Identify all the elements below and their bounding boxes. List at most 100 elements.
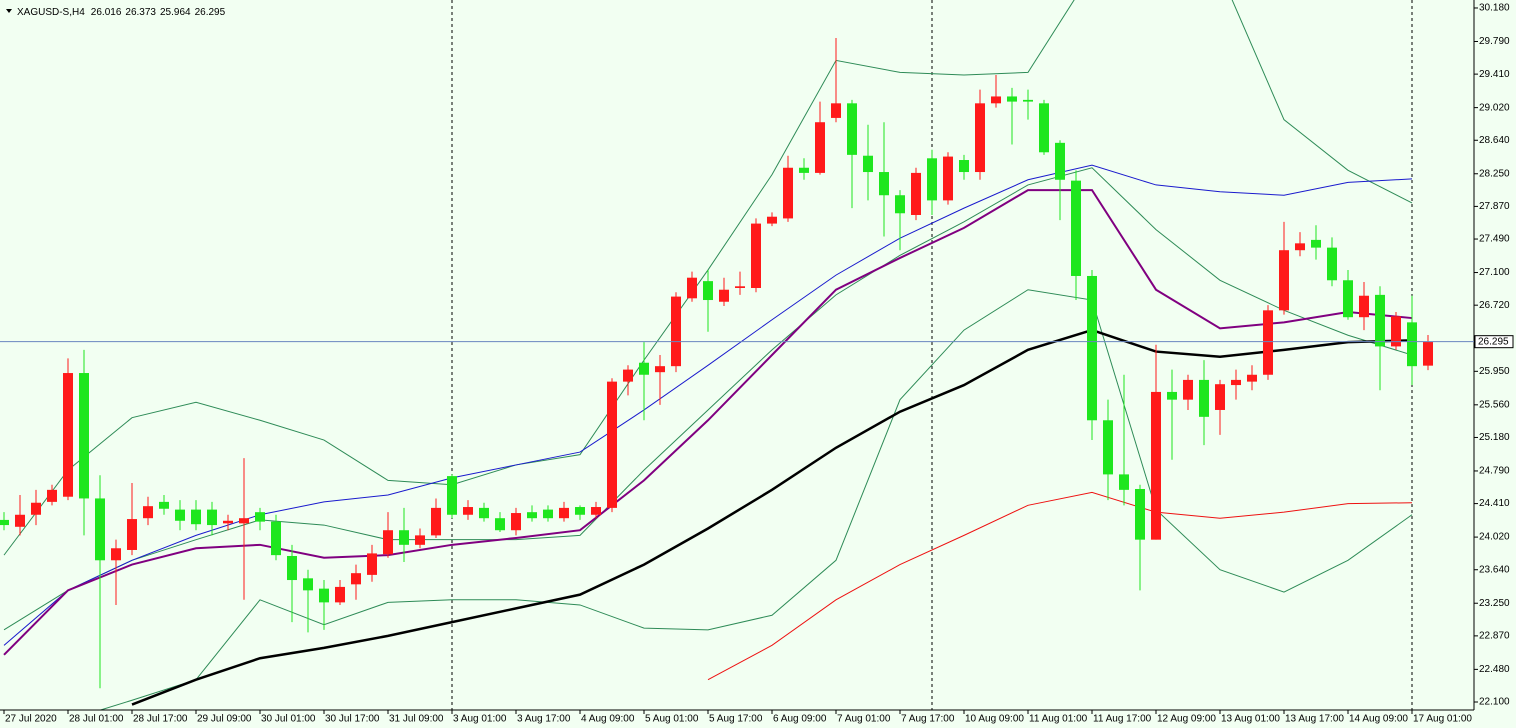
candle-body (287, 555, 297, 581)
candle-body (447, 476, 457, 515)
candle-body (831, 103, 841, 118)
y-tick-label: 27.870 (1479, 201, 1510, 212)
candle-body (991, 96, 1001, 104)
candle-body (303, 578, 313, 591)
candle-body (607, 381, 617, 508)
candle-body (623, 369, 633, 382)
y-tick-label: 29.790 (1479, 36, 1510, 47)
indicator-line (3, 164, 1413, 646)
candle-body (367, 553, 377, 575)
candle-body (463, 507, 473, 515)
ohlc-close: 26.295 (195, 7, 226, 18)
candle-body (1055, 142, 1065, 180)
candle-body (31, 502, 41, 515)
candle-body (111, 548, 121, 561)
y-tick-label: 28.250 (1479, 168, 1510, 179)
candle-body (15, 514, 25, 527)
y-tick-label: 29.410 (1479, 69, 1510, 80)
chart-header: XAGUSD-S,H4 26.016 26.373 25.964 26.295 (17, 7, 226, 18)
x-tick-label: 7 Aug 01:00 (837, 714, 891, 725)
x-tick-label: 29 Jul 09:00 (197, 714, 252, 725)
candle-body (655, 366, 665, 373)
candle-body (79, 373, 89, 499)
x-tick-label: 5 Aug 01:00 (645, 714, 699, 725)
candle-body (1279, 250, 1289, 311)
candle-body (879, 172, 889, 196)
symbol: XAGUSD-S,H4 (17, 7, 85, 18)
candle-body (591, 507, 601, 515)
candle-body (767, 216, 777, 224)
candle-body (319, 588, 329, 603)
candle-body (1391, 316, 1401, 347)
candle-body (47, 489, 57, 502)
indicator-line (707, 491, 1413, 681)
candle-body (783, 167, 793, 219)
y-tick-label: 27.490 (1479, 234, 1510, 245)
y-tick-label: 25.950 (1479, 366, 1510, 377)
candle-body (1263, 310, 1273, 375)
candle-body (127, 519, 137, 550)
candle-body (1423, 341, 1433, 366)
candle-body (1407, 322, 1417, 367)
candle-body (799, 167, 809, 173)
x-tick-label: 28 Jul 01:00 (69, 714, 124, 725)
candle-body (559, 507, 569, 519)
candle-body (1167, 391, 1177, 400)
candle-body (1343, 280, 1353, 318)
y-tick-label: 22.480 (1479, 664, 1510, 675)
candle-body (1183, 379, 1193, 400)
candle-body (1039, 103, 1049, 153)
candle-body (271, 521, 281, 556)
x-tick-label: 17 Aug 01:00 (1413, 714, 1472, 725)
candle-body (1023, 99, 1033, 102)
ohlc-open: 26.016 (91, 7, 122, 18)
y-tick-label: 24.410 (1479, 498, 1510, 509)
candle-body (415, 535, 425, 545)
x-tick-label: 30 Jul 17:00 (325, 714, 380, 725)
candle-body (943, 156, 953, 201)
y-tick-label: 23.640 (1479, 564, 1510, 575)
candle-body (975, 103, 985, 173)
candle-body (1103, 420, 1113, 475)
x-tick-label: 13 Aug 01:00 (1221, 714, 1280, 725)
candle-body (863, 155, 873, 173)
candle-body (671, 296, 681, 367)
x-tick-label: 28 Jul 17:00 (133, 714, 188, 725)
candle-body (383, 530, 393, 555)
ohlc-high: 26.373 (125, 7, 156, 18)
x-tick-label: 31 Jul 09:00 (389, 714, 444, 725)
candle-body (335, 586, 345, 603)
candle-body (207, 509, 217, 526)
y-tick-label: 28.640 (1479, 135, 1510, 146)
candle-body (1311, 239, 1321, 248)
y-tick-label: 25.180 (1479, 432, 1510, 443)
candle-body (239, 518, 249, 524)
candle-body (1199, 379, 1209, 417)
x-tick-label: 30 Jul 01:00 (261, 714, 316, 725)
candle-body (1247, 374, 1257, 382)
y-tick-label: 22.100 (1479, 697, 1510, 708)
x-tick-label: 12 Aug 09:00 (1157, 714, 1216, 725)
candle-body (639, 362, 649, 375)
candle-body (511, 513, 521, 531)
candle-body (63, 373, 73, 497)
menu-triangle[interactable] (6, 9, 12, 13)
candle-body (1327, 247, 1337, 281)
y-tick-label: 30.180 (1479, 3, 1510, 14)
x-tick-label: 3 Aug 17:00 (517, 714, 571, 725)
candle-body (1071, 180, 1081, 276)
candle-body (751, 223, 761, 288)
candle-body (575, 507, 585, 515)
y-tick-label: 29.020 (1479, 102, 1510, 113)
y-tick-label: 25.560 (1479, 399, 1510, 410)
candle-body (815, 122, 825, 173)
y-tick-label: 24.020 (1479, 532, 1510, 543)
x-tick-label: 11 Aug 01:00 (1029, 714, 1088, 725)
candle-body (143, 506, 153, 519)
x-tick-label: 5 Aug 17:00 (709, 714, 763, 725)
candle-body (543, 509, 553, 519)
indicator-line (98, 289, 1413, 710)
candle-body (527, 512, 537, 519)
